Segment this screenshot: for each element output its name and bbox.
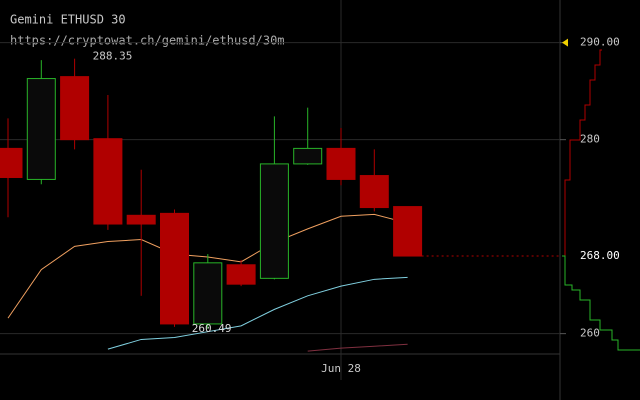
candle-body	[293, 147, 323, 165]
moving-average-line	[107, 276, 408, 350]
price-marker	[562, 38, 568, 47]
y-tick-label: 280	[580, 133, 600, 146]
chart-title: Gemini ETHUSD 30	[10, 13, 126, 27]
y-tick-label: 260	[580, 327, 600, 340]
y-tick-label: 290.00	[580, 36, 620, 49]
depth-asks	[562, 49, 602, 257]
depth-bids	[562, 255, 640, 351]
moving-average-line	[307, 343, 408, 352]
candle-body	[60, 76, 90, 141]
last-price-label: 268.00	[580, 249, 620, 262]
candle-body	[93, 138, 123, 225]
candle-body	[0, 147, 23, 178]
candle-body	[226, 264, 256, 285]
min-label: 260.49	[192, 322, 232, 335]
chart-subtitle: https://cryptowat.ch/gemini/ethusd/30m	[10, 34, 285, 48]
candle-body	[359, 175, 389, 209]
candle-body	[26, 78, 56, 180]
candle-body	[326, 147, 356, 180]
max-label: 288.35	[93, 50, 133, 63]
candle-body	[393, 206, 423, 257]
candle-body	[126, 214, 156, 225]
candle-body	[193, 262, 223, 325]
x-tick-label: Jun 28	[321, 362, 361, 375]
candle-body	[259, 163, 289, 279]
candle-body	[160, 212, 189, 325]
